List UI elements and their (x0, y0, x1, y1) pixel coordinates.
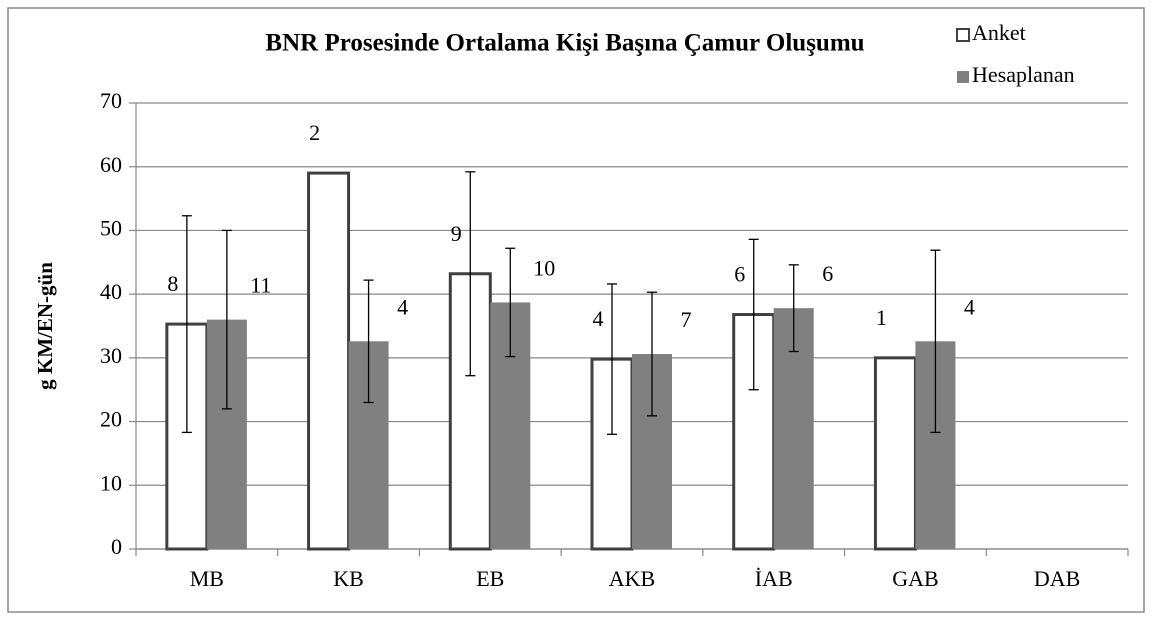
error-bar (221, 229, 232, 410)
x-tick-label: AKB (609, 566, 655, 591)
error-bar (363, 279, 374, 404)
count-label: 7 (681, 307, 692, 332)
error-bar (930, 249, 941, 434)
error-bar (647, 291, 657, 417)
x-tick-label: DAB (1034, 566, 1080, 591)
y-tick-label: 60 (100, 152, 122, 177)
count-label: 4 (397, 294, 408, 319)
legend-swatch (957, 71, 969, 83)
y-tick-label: 40 (100, 279, 122, 304)
count-label: 8 (167, 271, 178, 296)
y-tick-label: 70 (100, 88, 122, 113)
count-label: 11 (250, 273, 271, 298)
count-label: 6 (734, 262, 745, 287)
count-label: 6 (822, 261, 833, 286)
count-label: 10 (533, 255, 555, 280)
y-axis-title: g KM/EN-gün (33, 262, 57, 390)
legend-label: Anket (972, 20, 1026, 45)
count-label: 2 (309, 120, 320, 145)
count-label: 9 (451, 221, 462, 246)
x-tick-label: İAB (755, 566, 793, 591)
error-bar (465, 171, 476, 377)
x-tick-label: KB (333, 566, 364, 591)
x-tick-label: MB (190, 566, 224, 591)
error-bar (505, 247, 516, 358)
y-tick-label: 0 (111, 534, 122, 559)
count-label: 4 (964, 294, 975, 319)
count-label: 4 (593, 306, 604, 331)
error-bar (181, 215, 192, 434)
chart-title: BNR Prosesinde Ortalama Kişi Başına Çamu… (265, 30, 864, 57)
legend-swatch (956, 28, 970, 42)
error-bar (748, 238, 759, 391)
legend-label: Hesaplanan (972, 62, 1075, 87)
y-tick-label: 20 (100, 407, 122, 432)
bar (307, 171, 351, 551)
error-bar (607, 283, 617, 435)
y-tick-label: 50 (100, 215, 122, 240)
y-tick-label: 30 (100, 343, 122, 368)
error-bar (788, 264, 799, 353)
y-tick-label: 10 (100, 470, 122, 495)
x-tick-label: EB (476, 566, 504, 591)
count-label: 1 (876, 305, 887, 330)
bar (873, 356, 917, 551)
x-tick-label: GAB (892, 566, 938, 591)
